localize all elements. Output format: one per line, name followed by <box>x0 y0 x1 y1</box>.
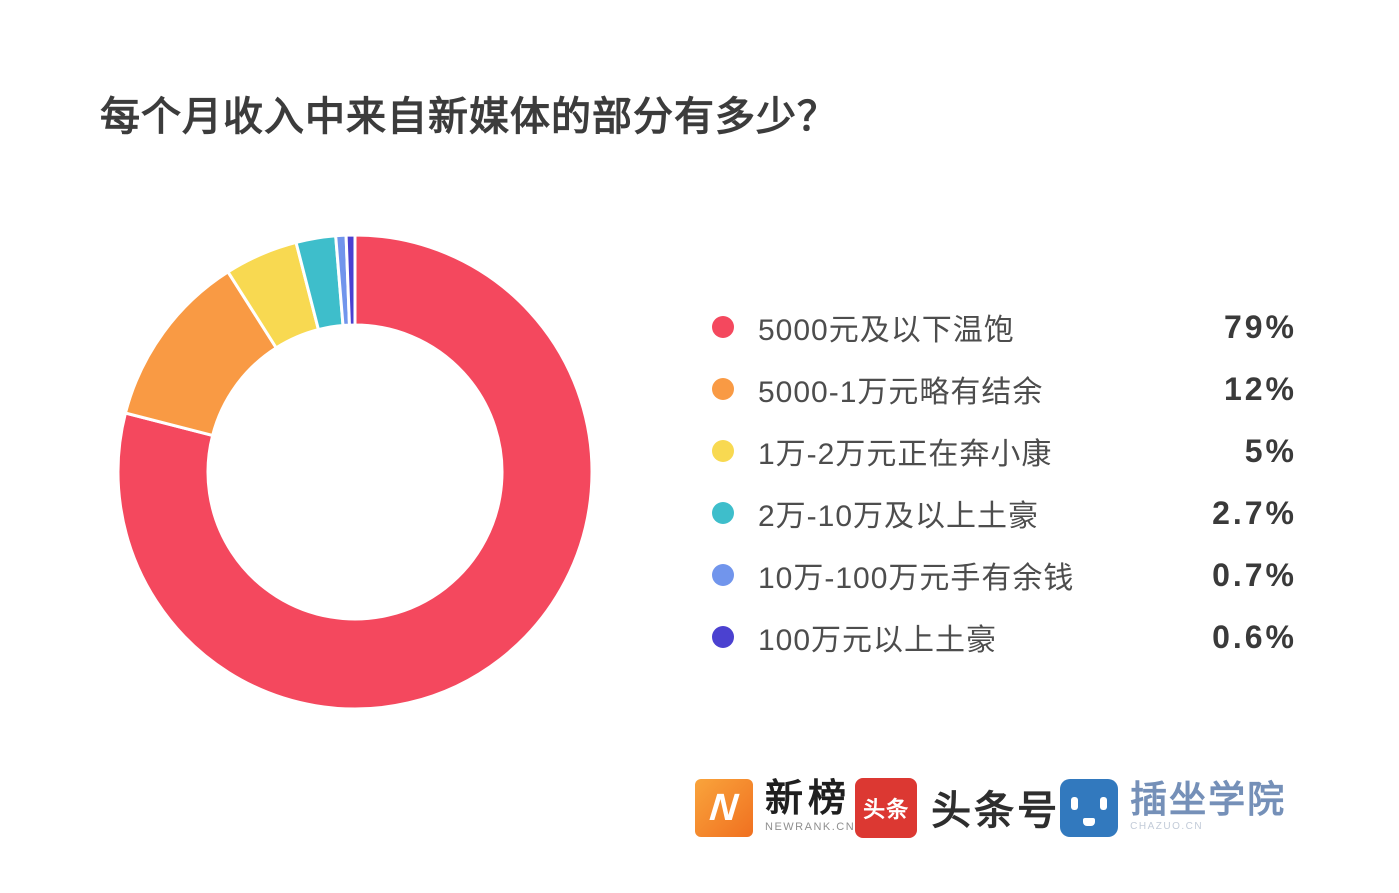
legend-label: 5000-1万元略有结余 <box>758 376 1044 409</box>
legend-swatch <box>712 440 734 462</box>
legend-label: 2万-10万及以上土豪 <box>758 500 1040 533</box>
donut-chart <box>90 207 620 737</box>
chazuo-url: CHAZUO.CN <box>1130 821 1204 833</box>
newrank-logo-icon: N <box>695 779 753 837</box>
legend-value: 12% <box>1223 370 1297 407</box>
chart-legend: 5000元及以下温饱 79% 5000-1万元略有结余 12% 1万-2万元正在… <box>712 296 1297 668</box>
legend-item: 1万-2万元正在奔小康 5% <box>712 420 1297 482</box>
legend-swatch <box>712 378 734 400</box>
donut-svg <box>116 233 594 711</box>
legend-value: 2.7% <box>1212 494 1297 531</box>
legend-item: 5000元及以下温饱 79% <box>712 296 1297 358</box>
donut-slice-5 <box>344 233 357 327</box>
newrank-n-glyph: N <box>708 786 740 829</box>
legend-value: 79% <box>1223 308 1297 345</box>
newrank-brand: N 新榜 NEWRANK.CN <box>695 776 855 837</box>
legend-value: 0.6% <box>1212 618 1297 655</box>
legend-swatch <box>712 316 734 338</box>
toutiao-name: 头条号 <box>931 789 1061 833</box>
legend-label: 10万-100万元手有余钱 <box>758 562 1075 595</box>
donut-slice-0 <box>116 233 594 711</box>
legend-label: 5000元及以下温饱 <box>758 314 1015 347</box>
legend-swatch <box>712 564 734 586</box>
legend-label: 1万-2万元正在奔小康 <box>758 438 1053 471</box>
brand-footer: N 新榜 NEWRANK.CN 头条 头条号 插坐学院 CHAZUO.CN <box>695 776 1286 838</box>
chazuo-name: 插坐学院 <box>1130 778 1287 820</box>
legend-swatch <box>712 502 734 524</box>
chart-title: 每个月收入中来自新媒体的部分有多少？ <box>100 95 838 139</box>
chazuo-face-eye <box>1071 797 1079 810</box>
legend-item: 2万-10万及以上土豪 2.7% <box>712 482 1297 544</box>
legend-value: 5% <box>1244 432 1297 469</box>
chazuo-brand: 插坐学院 CHAZUO.CN <box>1060 776 1286 837</box>
toutiao-brand: 头条 头条号 <box>855 776 1060 838</box>
newrank-name: 新榜 <box>765 778 852 821</box>
newrank-url: NEWRANK.CN <box>765 820 856 833</box>
legend-label: 100万元以上土豪 <box>758 624 998 657</box>
toutiao-icon-text: 头条 <box>863 797 910 822</box>
legend-swatch <box>712 626 734 648</box>
legend-item: 10万-100万元手有余钱 0.7% <box>712 544 1297 606</box>
chazuo-logo-icon <box>1060 779 1119 837</box>
toutiao-logo-icon: 头条 <box>855 778 918 838</box>
legend-item: 100万元以上土豪 0.6% <box>712 606 1297 668</box>
legend-value: 0.7% <box>1212 556 1297 593</box>
chazuo-face-eye <box>1100 797 1108 810</box>
legend-item: 5000-1万元略有结余 12% <box>712 358 1297 420</box>
chazuo-face-mouth <box>1083 818 1096 826</box>
